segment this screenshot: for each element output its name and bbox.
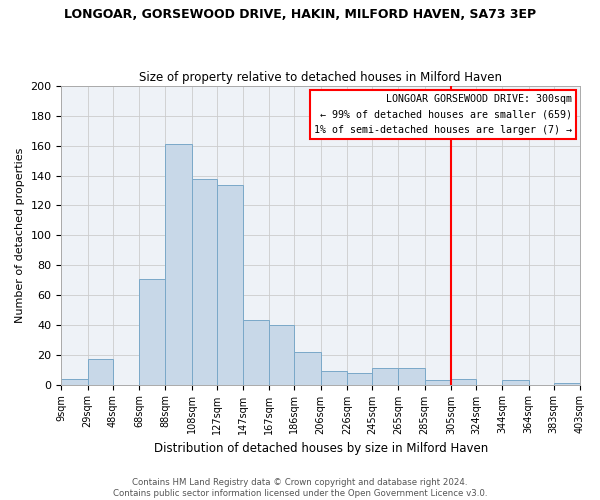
- Bar: [243, 320, 269, 384]
- Bar: [372, 368, 398, 384]
- Y-axis label: Number of detached properties: Number of detached properties: [15, 148, 25, 323]
- Bar: [61, 378, 88, 384]
- Bar: [88, 359, 113, 384]
- Bar: [451, 378, 476, 384]
- Bar: [269, 325, 295, 384]
- Bar: [321, 371, 347, 384]
- Bar: [425, 380, 451, 384]
- Bar: [398, 368, 425, 384]
- Bar: [139, 278, 166, 384]
- Title: Size of property relative to detached houses in Milford Haven: Size of property relative to detached ho…: [139, 70, 502, 84]
- Text: Contains HM Land Registry data © Crown copyright and database right 2024.
Contai: Contains HM Land Registry data © Crown c…: [113, 478, 487, 498]
- Bar: [166, 144, 192, 384]
- Bar: [217, 184, 243, 384]
- X-axis label: Distribution of detached houses by size in Milford Haven: Distribution of detached houses by size …: [154, 442, 488, 455]
- Bar: [295, 352, 321, 384]
- Bar: [502, 380, 529, 384]
- Bar: [192, 178, 217, 384]
- Bar: [347, 372, 372, 384]
- Text: LONGOAR, GORSEWOOD DRIVE, HAKIN, MILFORD HAVEN, SA73 3EP: LONGOAR, GORSEWOOD DRIVE, HAKIN, MILFORD…: [64, 8, 536, 20]
- Bar: [554, 383, 580, 384]
- Text: LONGOAR GORSEWOOD DRIVE: 300sqm
← 99% of detached houses are smaller (659)
1% of: LONGOAR GORSEWOOD DRIVE: 300sqm ← 99% of…: [314, 94, 572, 134]
